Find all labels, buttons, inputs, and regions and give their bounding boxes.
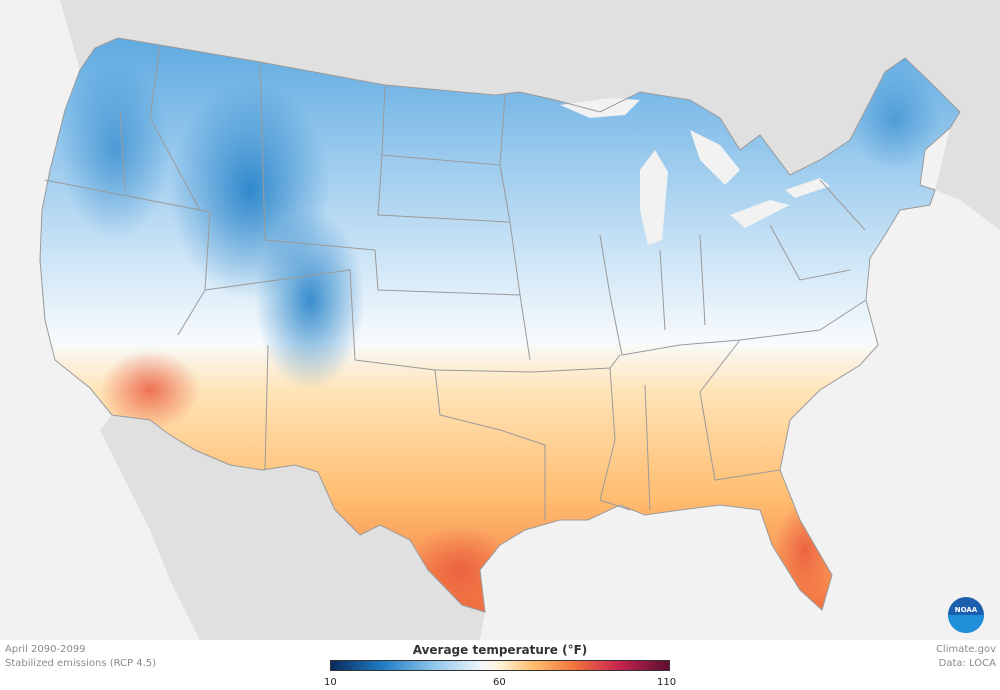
legend-min-label: 10 — [324, 677, 337, 688]
mexico-landmass — [100, 415, 485, 640]
period-caption: April 2090-2099 — [5, 644, 86, 655]
lake-erie — [730, 200, 790, 228]
noaa-logo: NOAA — [948, 597, 984, 633]
us-temperature-map — [0, 0, 1000, 640]
credit-site: Climate.gov — [935, 644, 996, 655]
credit-data: Data: LOCA — [938, 658, 996, 669]
state-borders — [39, 37, 961, 613]
lake-superior — [560, 98, 640, 118]
legend-mid-label: 60 — [493, 677, 506, 688]
legend-color-bar — [330, 660, 670, 671]
legend-title: Average temperature (°F) — [412, 643, 588, 657]
scenario-caption: Stabilized emissions (RCP 4.5) — [5, 658, 157, 669]
canada-landmass — [0, 0, 1000, 230]
lake-ontario — [785, 178, 830, 198]
lake-huron — [690, 130, 740, 185]
legend-max-label: 110 — [657, 677, 677, 688]
lake-michigan — [640, 150, 668, 245]
noaa-logo-text: NOAA — [954, 606, 978, 614]
